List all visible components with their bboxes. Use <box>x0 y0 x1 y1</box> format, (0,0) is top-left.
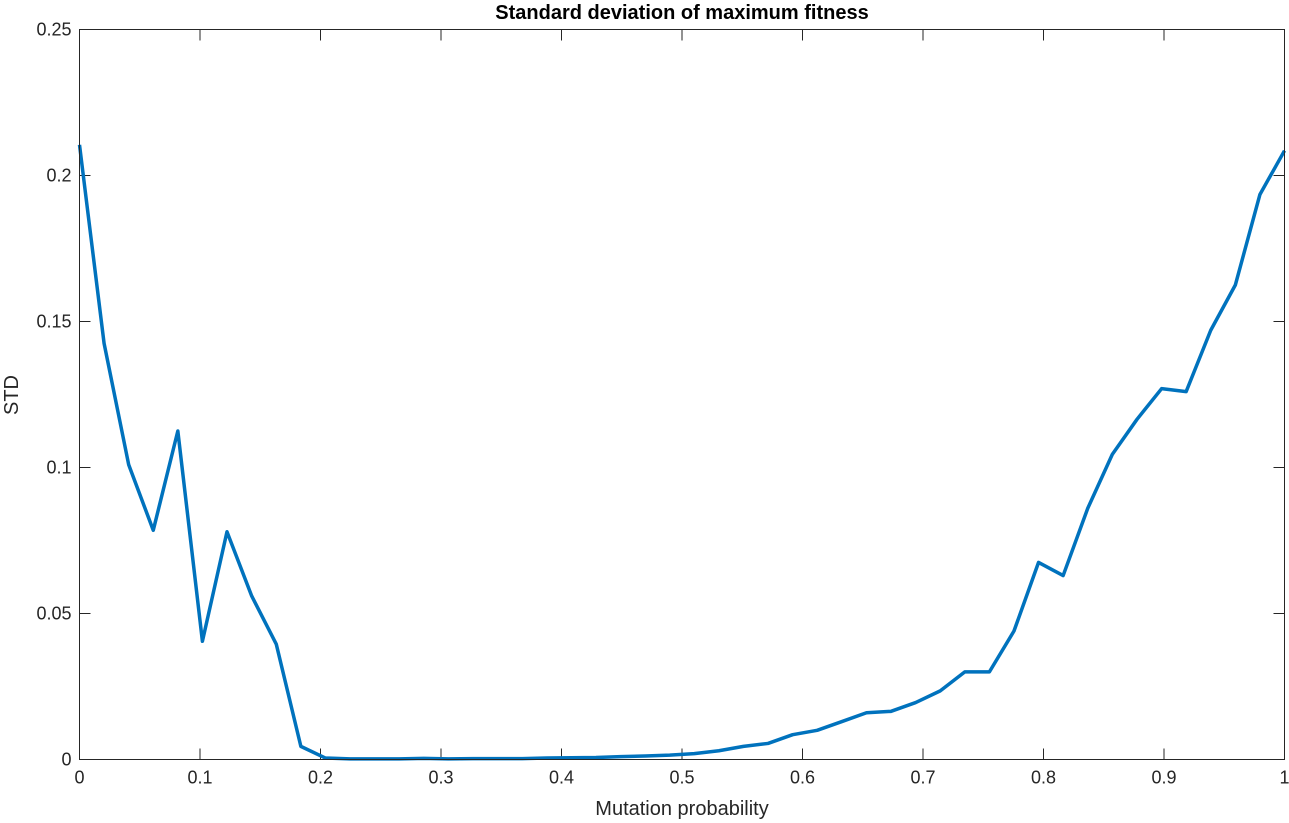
x-tick-label: 0.6 <box>790 768 815 788</box>
x-tick-label: 0.9 <box>1151 768 1176 788</box>
x-tick-label: 0.3 <box>428 768 453 788</box>
x-tick-label: 0.2 <box>308 768 333 788</box>
x-tick-label: 0.7 <box>910 768 935 788</box>
y-tick-label: 0.25 <box>36 20 71 40</box>
y-tick-label: 0.1 <box>46 458 71 478</box>
x-tick-label: 0 <box>74 768 84 788</box>
series-line <box>77 144 1287 761</box>
x-tick-label: 1 <box>1279 768 1289 788</box>
y-tick-label: 0 <box>61 750 71 770</box>
x-tick-label: 0.5 <box>669 768 694 788</box>
plot-area <box>77 144 1287 761</box>
y-axis-label: STD <box>1 375 23 415</box>
x-tick-label: 0.8 <box>1031 768 1056 788</box>
chart-title: Standard deviation of maximum fitness <box>495 2 868 24</box>
y-tick-label: 0.2 <box>46 166 71 186</box>
x-tick-label: 0.1 <box>187 768 212 788</box>
y-tick-label: 0.15 <box>36 312 71 332</box>
x-tick-label: 0.4 <box>549 768 574 788</box>
y-tick-label: 0.05 <box>36 604 71 624</box>
x-axis-label: Mutation probability <box>595 798 768 820</box>
axes-box <box>79 29 1285 760</box>
y-axis-ticks: 0 0.05 0.1 0.15 0.2 0.25 <box>36 20 1285 770</box>
x-axis-ticks: 0 0.1 0.2 0.3 0.4 0.5 0.6 0.7 0.8 0.9 1 <box>74 29 1289 788</box>
